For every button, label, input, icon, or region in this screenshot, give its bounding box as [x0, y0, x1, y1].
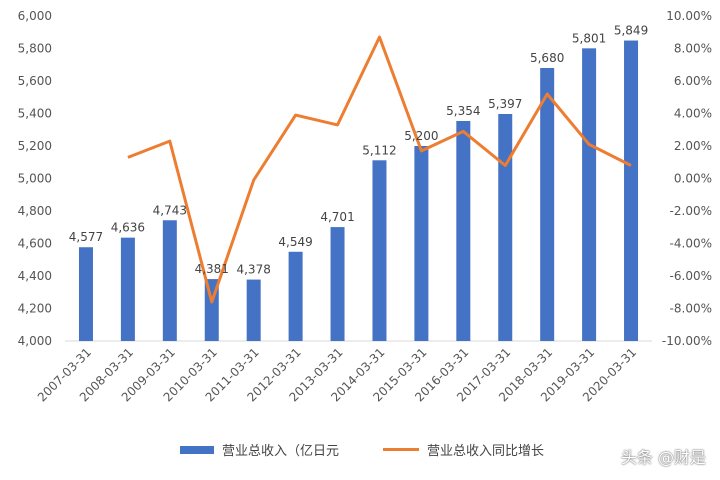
- x-axis-ticks: 2007-03-312008-03-312009-03-312010-03-31…: [35, 345, 639, 404]
- bar-data-label: 4,743: [153, 203, 187, 217]
- bar-data-label: 5,354: [446, 104, 480, 118]
- revenue-bar: [330, 227, 345, 341]
- revenue-bar: [582, 48, 597, 342]
- bar-data-label: 4,577: [69, 230, 103, 244]
- bar-data-label: 4,701: [320, 210, 354, 224]
- bar-data-label: 5,112: [362, 143, 396, 157]
- legend: 营业总收入（亿日元 营业总收入同比增长: [180, 440, 588, 459]
- revenue-bar: [246, 279, 261, 341]
- revenue-bars: [78, 40, 639, 342]
- left-axis-ticks: 4,000 4,200 4,400 4,600 4,800 5,000 5,200 5,400…: [18, 9, 52, 348]
- right-axis-tick: -2.00%: [670, 204, 712, 218]
- bar-data-label: 5,849: [614, 24, 648, 38]
- revenue-bar: [372, 160, 387, 341]
- growth-line-path: [127, 35, 632, 304]
- left-axis-tick: 4,200: [18, 302, 52, 316]
- left-axis-tick: 5,800: [18, 42, 52, 56]
- bar-data-label: 5,200: [404, 129, 438, 143]
- revenue-bar: [456, 120, 471, 341]
- left-axis-tick: 4,800: [18, 204, 52, 218]
- right-axis-tick: -10.00%: [662, 334, 712, 348]
- bar-data-label: 4,378: [236, 263, 270, 277]
- revenue-bar: [414, 146, 429, 341]
- legend-item-revenue: 营业总收入（亿日元: [180, 440, 339, 459]
- revenue-bar: [120, 237, 135, 341]
- right-axis-tick: -6.00%: [670, 269, 712, 283]
- legend-label-growth: 营业总收入同比增长: [427, 444, 545, 459]
- right-axis-tick: 8.00%: [674, 42, 712, 56]
- legend-swatch-bar: [180, 445, 214, 454]
- right-axis-ticks: -10.00% -8.00% -6.00% -4.00% -2.00% 0.00% 2.00…: [662, 9, 712, 348]
- left-axis-tick: 5,000: [18, 172, 52, 186]
- left-axis-tick: 4,400: [18, 269, 52, 283]
- revenue-bar: [78, 247, 93, 341]
- left-axis-tick: 5,400: [18, 107, 52, 121]
- right-axis-tick: 0.00%: [674, 172, 712, 186]
- revenue-bar: [540, 68, 555, 341]
- right-axis-tick: -8.00%: [670, 302, 712, 316]
- bar-data-label: 5,801: [572, 31, 606, 45]
- bar-data-label: 4,381: [195, 262, 229, 276]
- right-axis-tick: 2.00%: [674, 139, 712, 153]
- left-axis-tick: 4,000: [18, 334, 52, 348]
- left-axis-tick: 4,600: [18, 237, 52, 251]
- bar-data-label: 4,636: [111, 221, 145, 235]
- bar-data-label: 5,397: [488, 97, 522, 111]
- watermark: 头条 @财是: [620, 448, 706, 467]
- bar-data-labels: 4,577 4,636 4,743 4,381 4,378 4,549 4,701 5,112…: [69, 24, 648, 277]
- bar-data-label: 4,549: [278, 235, 312, 249]
- right-axis-tick: 6.00%: [674, 74, 712, 88]
- bar-data-label: 5,680: [530, 51, 564, 65]
- left-axis-tick: 5,200: [18, 139, 52, 153]
- legend-swatch-line: [383, 448, 420, 451]
- left-axis-tick: 5,600: [18, 74, 52, 88]
- right-axis-tick: 10.00%: [666, 9, 712, 23]
- right-axis-tick: -4.00%: [670, 237, 712, 251]
- legend-label-revenue: 营业总收入（亿日元: [222, 444, 340, 459]
- revenue-bar: [288, 251, 303, 341]
- left-axis-tick: 6,000: [18, 9, 52, 23]
- revenue-bar: [498, 113, 513, 341]
- right-axis-tick: 4.00%: [674, 107, 712, 121]
- growth-line: [127, 35, 632, 304]
- revenue-bar: [624, 40, 639, 341]
- revenue-bar: [162, 220, 177, 341]
- legend-item-growth: 营业总收入同比增长: [383, 440, 544, 459]
